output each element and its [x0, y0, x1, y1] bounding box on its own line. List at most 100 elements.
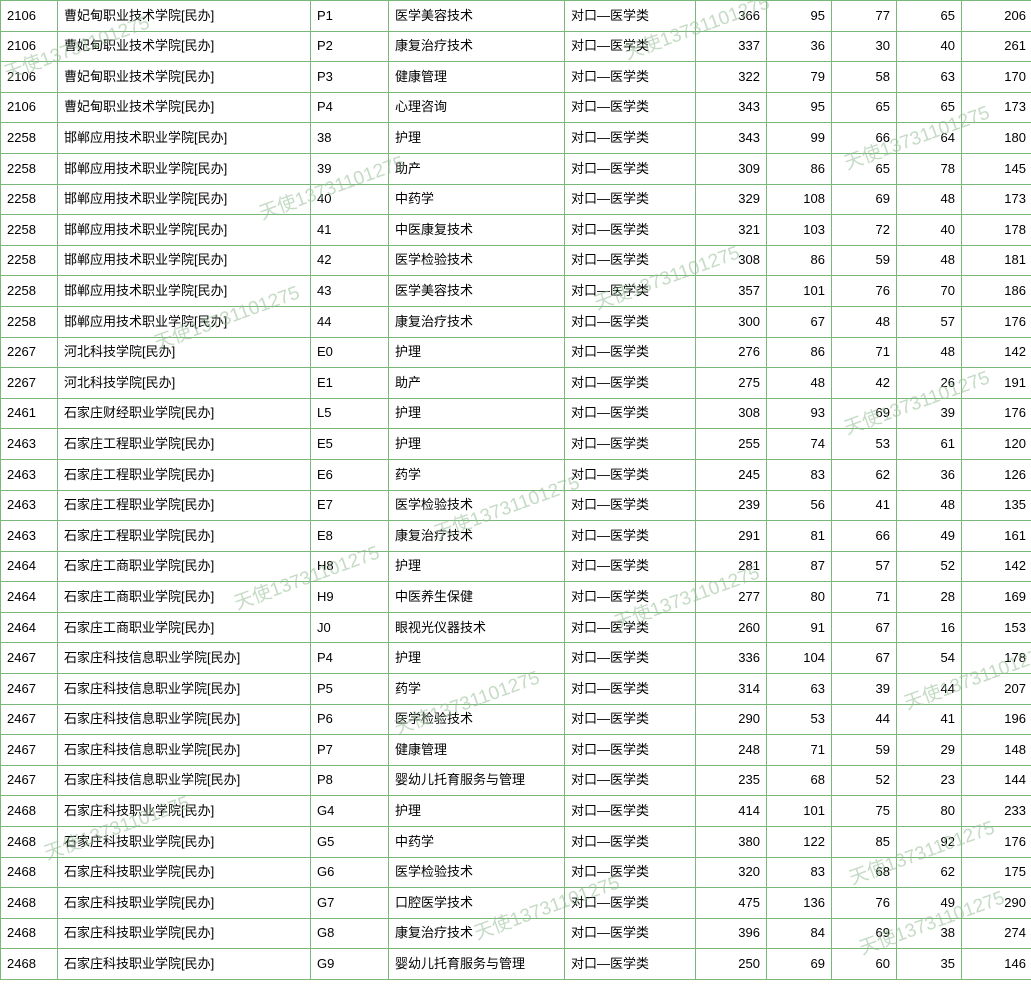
cell-major-name[interactable]: 药学: [388, 673, 565, 705]
cell-value-1[interactable]: 291: [695, 520, 767, 552]
cell-value-2[interactable]: 104: [766, 642, 832, 675]
table-row[interactable]: 2464 石家庄工商职业学院[民办] J0 眼视光仪器技术 对口—医学类 260 91 67 1…: [0, 611, 1031, 644]
cell-value-2[interactable]: 95: [766, 91, 832, 124]
cell-value-3[interactable]: 65: [831, 152, 897, 185]
cell-value-4[interactable]: 29: [896, 734, 962, 766]
cell-value-4[interactable]: 78: [896, 152, 962, 185]
cell-category[interactable]: 对口—医学类: [564, 336, 696, 369]
cell-value-2[interactable]: 103: [766, 214, 832, 246]
cell-major-code[interactable]: P4: [310, 642, 389, 675]
cell-category[interactable]: 对口—医学类: [564, 826, 696, 858]
cell-value-3[interactable]: 52: [831, 764, 897, 797]
cell-value-4[interactable]: 48: [896, 489, 962, 522]
cell-school-code[interactable]: 2467: [0, 642, 58, 675]
cell-major-code[interactable]: P6: [310, 703, 389, 736]
cell-value-5[interactable]: 191: [961, 367, 1031, 399]
cell-school-name[interactable]: 石家庄工程职业学院[民办]: [57, 489, 311, 522]
cell-value-5[interactable]: 144: [961, 764, 1031, 797]
cell-value-1[interactable]: 308: [695, 244, 767, 277]
cell-school-name[interactable]: 石家庄工商职业学院[民办]: [57, 550, 311, 583]
cell-category[interactable]: 对口—医学类: [564, 550, 696, 583]
cell-category[interactable]: 对口—医学类: [564, 673, 696, 705]
cell-category[interactable]: 对口—医学类: [564, 520, 696, 552]
cell-value-1[interactable]: 308: [695, 397, 767, 430]
cell-value-1[interactable]: 337: [695, 30, 767, 63]
cell-value-3[interactable]: 69: [831, 183, 897, 216]
cell-value-2[interactable]: 79: [766, 61, 832, 93]
cell-school-code[interactable]: 2468: [0, 795, 58, 828]
cell-value-1[interactable]: 300: [695, 305, 767, 338]
cell-school-name[interactable]: 石家庄工程职业学院[民办]: [57, 428, 311, 460]
cell-value-2[interactable]: 48: [766, 367, 832, 399]
cell-value-5[interactable]: 186: [961, 275, 1031, 307]
cell-value-4[interactable]: 16: [896, 611, 962, 644]
table-row[interactable]: 2106 曹妃甸职业技术学院[民办] P1 医学美容技术 对口—医学类 366 95 77 65…: [0, 0, 1031, 32]
cell-school-code[interactable]: 2468: [0, 826, 58, 858]
cell-value-5[interactable]: 148: [961, 734, 1031, 766]
cell-value-3[interactable]: 58: [831, 61, 897, 93]
cell-major-code[interactable]: E7: [310, 489, 389, 522]
cell-school-code[interactable]: 2468: [0, 948, 58, 980]
cell-value-5[interactable]: 135: [961, 489, 1031, 522]
cell-value-4[interactable]: 52: [896, 550, 962, 583]
cell-value-1[interactable]: 255: [695, 428, 767, 460]
cell-value-2[interactable]: 36: [766, 30, 832, 63]
table-row[interactable]: 2463 石家庄工程职业学院[民办] E8 康复治疗技术 对口—医学类 291 81 66 49…: [0, 520, 1031, 552]
cell-school-code[interactable]: 2467: [0, 703, 58, 736]
cell-school-code[interactable]: 2463: [0, 458, 58, 491]
cell-major-code[interactable]: P8: [310, 764, 389, 797]
cell-value-3[interactable]: 69: [831, 917, 897, 950]
cell-major-code[interactable]: G4: [310, 795, 389, 828]
cell-school-name[interactable]: 曹妃甸职业技术学院[民办]: [57, 30, 311, 63]
cell-value-3[interactable]: 69: [831, 397, 897, 430]
table-row[interactable]: 2468 石家庄科技职业学院[民办] G5 中药学 对口—医学类 380 122 85 92 17…: [0, 826, 1031, 858]
cell-value-3[interactable]: 39: [831, 673, 897, 705]
cell-value-5[interactable]: 142: [961, 336, 1031, 369]
cell-category[interactable]: 对口—医学类: [564, 611, 696, 644]
cell-school-name[interactable]: 河北科技学院[民办]: [57, 367, 311, 399]
table-row[interactable]: 2463 石家庄工程职业学院[民办] E7 医学检验技术 对口—医学类 239 56 41 48…: [0, 489, 1031, 522]
cell-category[interactable]: 对口—医学类: [564, 214, 696, 246]
table-row[interactable]: 2463石家庄工程职业学院[民办]E6药学对口—医学类2458362361261…: [0, 458, 1031, 491]
cell-value-3[interactable]: 67: [831, 611, 897, 644]
cell-major-name[interactable]: 医学检验技术: [388, 489, 565, 522]
cell-value-2[interactable]: 71: [766, 734, 832, 766]
cell-school-name[interactable]: 石家庄科技职业学院[民办]: [57, 917, 311, 950]
cell-value-4[interactable]: 61: [896, 428, 962, 460]
cell-value-4[interactable]: 38: [896, 917, 962, 950]
cell-value-4[interactable]: 48: [896, 183, 962, 216]
cell-major-code[interactable]: L5: [310, 397, 389, 430]
cell-school-name[interactable]: 邯郸应用技术职业学院[民办]: [57, 214, 311, 246]
table-row[interactable]: 2467 石家庄科技信息职业学院[民办] P5 药学 对口—医学类 314 63 39 44 20…: [0, 673, 1031, 705]
cell-value-3[interactable]: 71: [831, 581, 897, 613]
cell-value-5[interactable]: 233: [961, 795, 1031, 828]
cell-value-1[interactable]: 396: [695, 917, 767, 950]
cell-school-name[interactable]: 石家庄科技信息职业学院[民办]: [57, 734, 311, 766]
cell-school-name[interactable]: 曹妃甸职业技术学院[民办]: [57, 61, 311, 93]
table-row[interactable]: 2468 石家庄科技职业学院[民办] G9 婴幼儿托育服务与管理 对口—医学类 250 69…: [0, 948, 1031, 980]
cell-major-name[interactable]: 助产: [388, 152, 565, 185]
cell-value-5[interactable]: 170: [961, 61, 1031, 93]
cell-value-4[interactable]: 35: [896, 948, 962, 980]
cell-value-2[interactable]: 95: [766, 0, 832, 32]
cell-value-3[interactable]: 76: [831, 887, 897, 919]
cell-value-3[interactable]: 42: [831, 367, 897, 399]
cell-major-name[interactable]: 婴幼儿托育服务与管理: [388, 948, 565, 980]
cell-value-4[interactable]: 62: [896, 856, 962, 889]
cell-value-3[interactable]: 77: [831, 0, 897, 32]
cell-value-1[interactable]: 260: [695, 611, 767, 644]
cell-value-5[interactable]: 178: [961, 214, 1031, 246]
cell-school-code[interactable]: 2468: [0, 856, 58, 889]
cell-major-code[interactable]: P4: [310, 91, 389, 124]
cell-value-3[interactable]: 41: [831, 489, 897, 522]
cell-major-name[interactable]: 护理: [388, 795, 565, 828]
cell-school-name[interactable]: 邯郸应用技术职业学院[民办]: [57, 305, 311, 338]
cell-value-2[interactable]: 83: [766, 856, 832, 889]
cell-value-3[interactable]: 85: [831, 826, 897, 858]
cell-value-2[interactable]: 86: [766, 336, 832, 369]
cell-value-2[interactable]: 108: [766, 183, 832, 216]
cell-category[interactable]: 对口—医学类: [564, 887, 696, 919]
table-row[interactable]: 2258 邯郸应用技术职业学院[民办] 44 康复治疗技术 对口—医学类 300 67 48 5…: [0, 305, 1031, 338]
cell-value-2[interactable]: 84: [766, 917, 832, 950]
cell-school-name[interactable]: 石家庄科技信息职业学院[民办]: [57, 642, 311, 675]
